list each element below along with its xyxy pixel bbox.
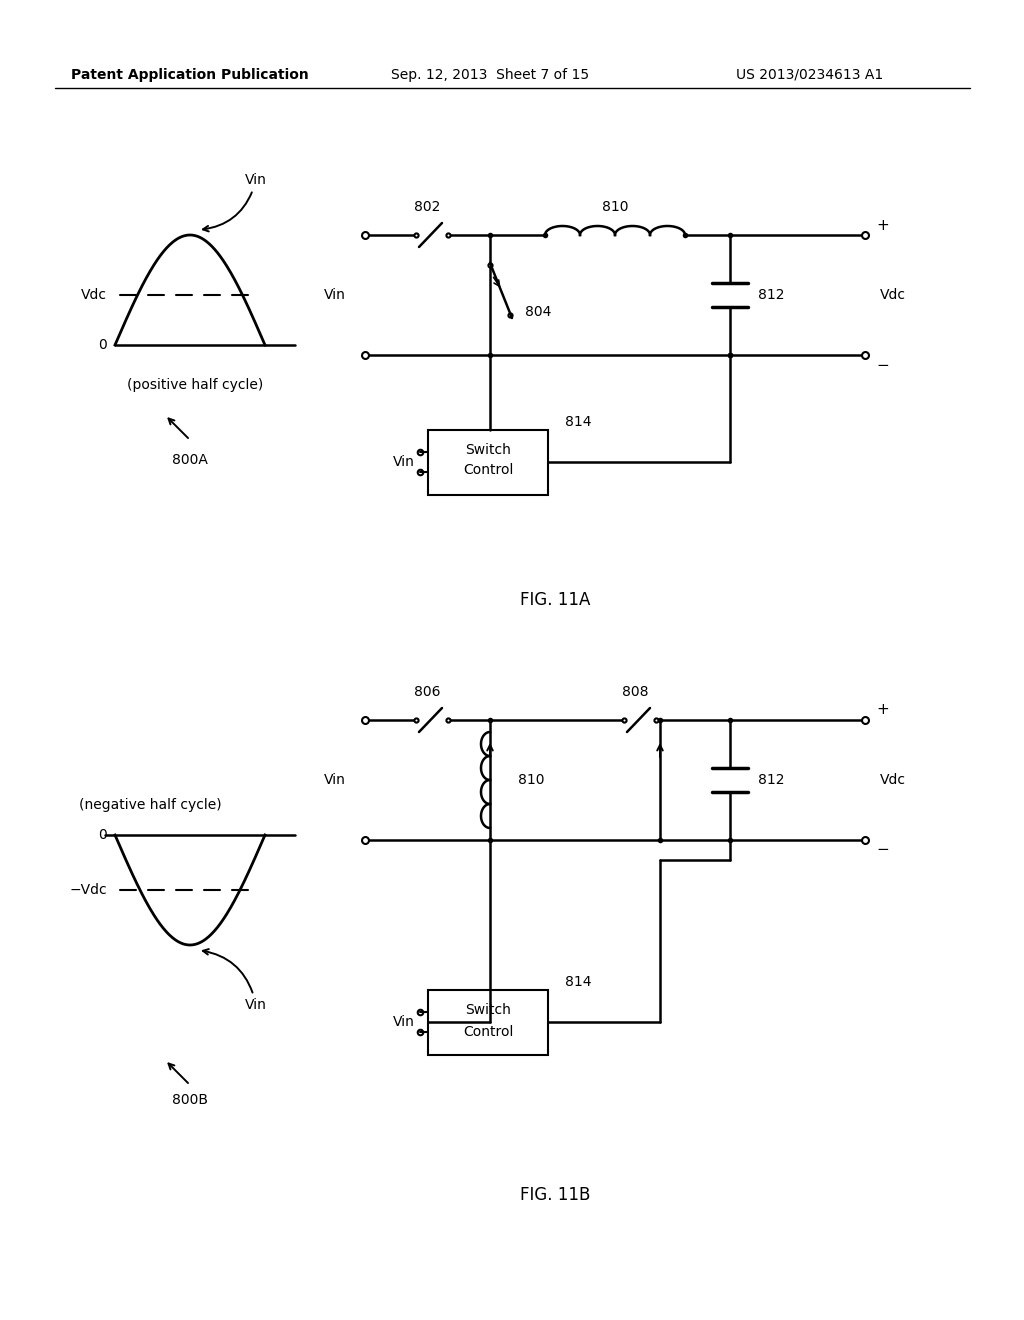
Text: (negative half cycle): (negative half cycle) xyxy=(79,799,221,812)
Text: Vin: Vin xyxy=(203,949,267,1012)
Text: US 2013/0234613 A1: US 2013/0234613 A1 xyxy=(736,69,884,82)
Text: Vin: Vin xyxy=(393,455,415,469)
Text: Vin: Vin xyxy=(324,288,346,302)
Text: −Vdc: −Vdc xyxy=(70,883,106,898)
Text: Control: Control xyxy=(463,463,513,477)
Text: 804: 804 xyxy=(525,305,551,319)
Text: 802: 802 xyxy=(414,201,440,214)
Text: FIG. 11A: FIG. 11A xyxy=(520,591,590,609)
Text: Vin: Vin xyxy=(324,774,346,787)
Text: 0: 0 xyxy=(98,828,106,842)
Text: 806: 806 xyxy=(414,685,440,700)
Text: Control: Control xyxy=(463,1026,513,1039)
FancyBboxPatch shape xyxy=(428,990,548,1055)
Text: 810: 810 xyxy=(518,774,545,787)
Text: 810: 810 xyxy=(602,201,629,214)
Text: 800B: 800B xyxy=(172,1093,208,1107)
Text: +: + xyxy=(877,702,890,718)
Text: 812: 812 xyxy=(758,288,784,302)
Text: Vdc: Vdc xyxy=(880,288,906,302)
Text: +: + xyxy=(877,218,890,232)
FancyBboxPatch shape xyxy=(428,430,548,495)
Text: Vdc: Vdc xyxy=(880,774,906,787)
Text: Switch: Switch xyxy=(465,1003,511,1016)
Text: 0: 0 xyxy=(98,338,106,352)
Text: 800A: 800A xyxy=(172,453,208,467)
Text: Patent Application Publication: Patent Application Publication xyxy=(71,69,309,82)
Text: 808: 808 xyxy=(622,685,648,700)
Text: FIG. 11B: FIG. 11B xyxy=(520,1185,590,1204)
Text: Vdc: Vdc xyxy=(81,288,106,302)
Text: Sep. 12, 2013  Sheet 7 of 15: Sep. 12, 2013 Sheet 7 of 15 xyxy=(391,69,589,82)
Text: 812: 812 xyxy=(758,774,784,787)
Text: 814: 814 xyxy=(565,414,591,429)
Text: −: − xyxy=(877,842,890,858)
Text: Switch: Switch xyxy=(465,444,511,457)
Text: 814: 814 xyxy=(565,975,591,989)
Text: Vin: Vin xyxy=(393,1015,415,1030)
Text: (positive half cycle): (positive half cycle) xyxy=(127,378,263,392)
Text: Vin: Vin xyxy=(203,173,267,231)
Text: −: − xyxy=(877,358,890,372)
